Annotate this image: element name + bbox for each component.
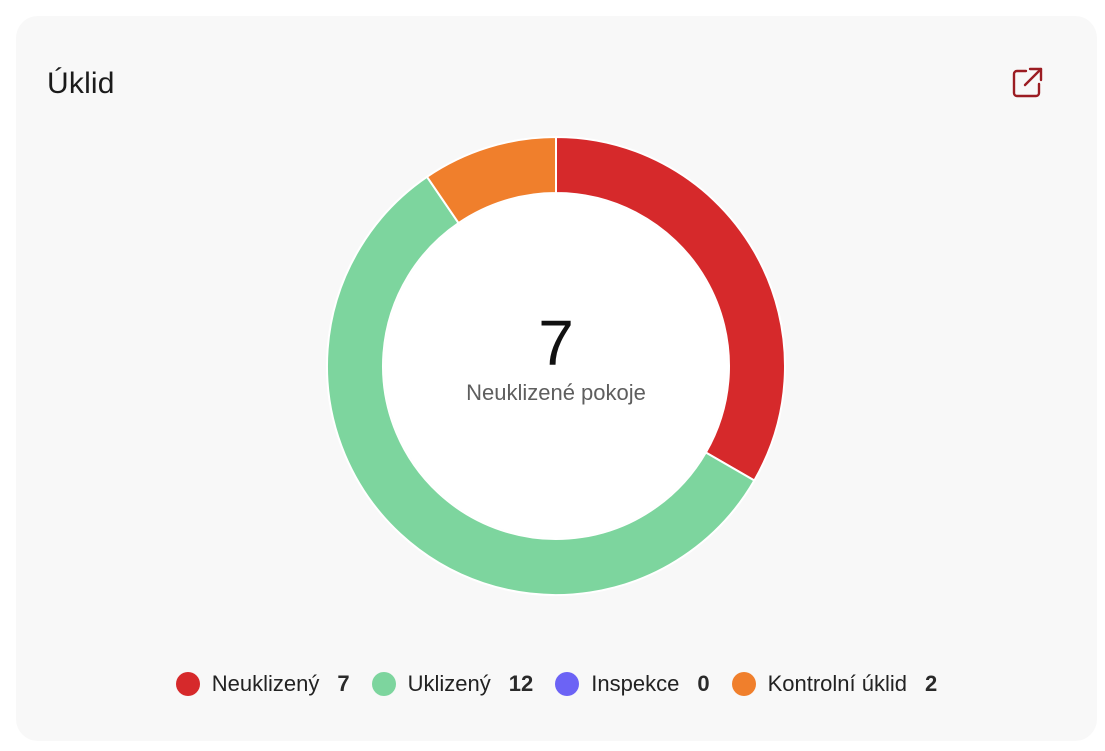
- center-value: 7: [538, 307, 574, 379]
- legend-item-inspekce[interactable]: Inspekce 0: [555, 670, 710, 698]
- donut-chart: [326, 135, 786, 596]
- legend-count: 2: [924, 671, 938, 696]
- legend-dot: [175, 672, 200, 696]
- legend-dot: [555, 672, 580, 696]
- card-title: Úklid: [47, 67, 115, 100]
- donut-slice-4[interactable]: [425, 135, 557, 225]
- donut-slice-1[interactable]: [555, 135, 786, 482]
- legend-label: Neuklizený: [211, 671, 320, 696]
- legend-dot: [371, 672, 396, 696]
- chart-legend: Neuklizený 7 Uklizený 12 Inspekce 0 Kont…: [16, 670, 1097, 698]
- donut-slice-2[interactable]: [326, 175, 756, 596]
- legend-label: Uklizený: [407, 671, 491, 696]
- legend-count: 7: [337, 671, 350, 696]
- legend-item-neuklizeny[interactable]: Neuklizený 7: [175, 670, 350, 698]
- center-label: Neuklizené pokoje: [466, 380, 646, 405]
- legend-count: 12: [508, 671, 534, 696]
- legend-label: Inspekce: [591, 671, 680, 696]
- legend-item-uklizeny[interactable]: Uklizený 12: [371, 670, 534, 698]
- external-link-icon: [1010, 66, 1044, 105]
- legend-count: 0: [697, 671, 710, 696]
- donut-hole: [384, 194, 728, 538]
- cleaning-card: Úklid 7 Neuklizené pokoje Neuklizený 7 U…: [16, 16, 1097, 741]
- legend-dot: [731, 672, 756, 696]
- legend-label: Kontrolní úklid: [767, 671, 907, 696]
- open-detail-button[interactable]: [1008, 66, 1046, 104]
- legend-item-kontrolni-uklid[interactable]: Kontrolní úklid 2: [731, 670, 938, 698]
